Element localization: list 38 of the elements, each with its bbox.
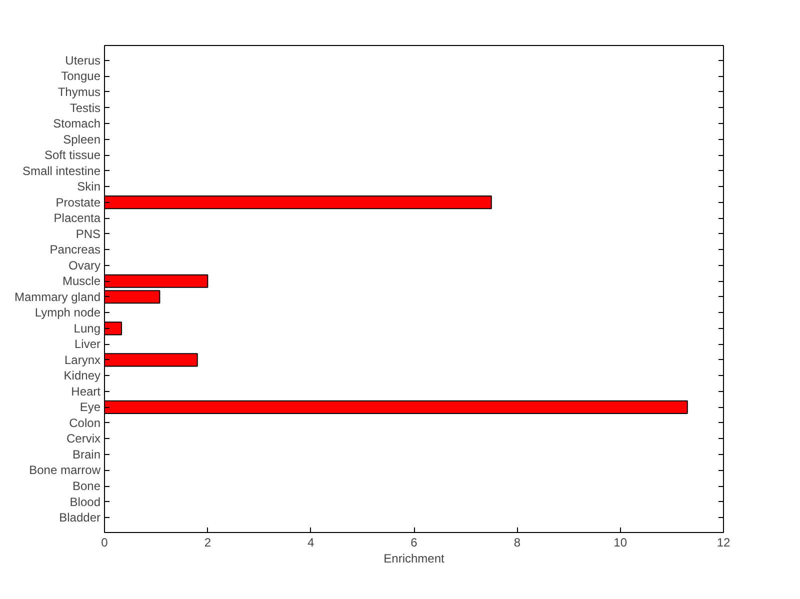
y-tick-label: Kidney	[64, 368, 101, 383]
y-tick-label: Heart	[71, 384, 102, 398]
y-tick-label: Colon	[69, 416, 101, 430]
x-tick-label: 2	[204, 536, 212, 550]
y-tick-label: Ovary	[68, 258, 101, 272]
y-tick-label: Lung	[74, 321, 101, 336]
x-tick-label: 10	[614, 536, 628, 550]
y-tick-label: Eye	[80, 400, 101, 414]
y-tick-label: Brain	[72, 447, 100, 462]
x-tick-label: 6	[410, 536, 418, 550]
x-tick-label: 8	[514, 536, 521, 550]
y-tick-label: Spleen	[63, 132, 101, 146]
y-tick-label: Placenta	[54, 211, 101, 226]
y-tick-label: Prostate	[56, 195, 101, 210]
y-tick-label: Stomach	[53, 116, 101, 131]
y-tick-label: Testis	[70, 100, 101, 115]
y-tick-label: Bone	[72, 479, 101, 494]
y-tick-label: Cervix	[66, 432, 101, 446]
y-tick-label: PNS	[76, 226, 101, 241]
y-tick-label: Liver	[74, 337, 101, 352]
x-tick-label: 4	[307, 536, 314, 550]
y-tick-label: Uterus	[65, 53, 100, 68]
y-tick-label: Bladder	[59, 510, 101, 525]
y-tick-label: Small intestine	[22, 164, 101, 178]
x-tick-label: 12	[716, 536, 730, 550]
y-tick-label: Thymus	[58, 84, 101, 99]
x-tick-label: 0	[101, 536, 108, 550]
y-tick-label: Skin	[77, 180, 100, 194]
y-tick-label: Muscle	[62, 274, 101, 288]
y-tick-label: Bone marrow	[29, 463, 101, 478]
x-axis-title: Enrichment	[384, 552, 446, 566]
y-tick-label: Blood	[70, 494, 101, 509]
y-tick-label: Soft tissue	[44, 148, 101, 162]
y-tick-label: Lymph node	[34, 306, 101, 320]
y-tick-label: Tongue	[61, 69, 101, 84]
y-tick-label: Mammary gland	[14, 290, 101, 304]
y-tick-label: Pancreas	[50, 242, 101, 257]
y-tick-label: Larynx	[64, 352, 101, 367]
